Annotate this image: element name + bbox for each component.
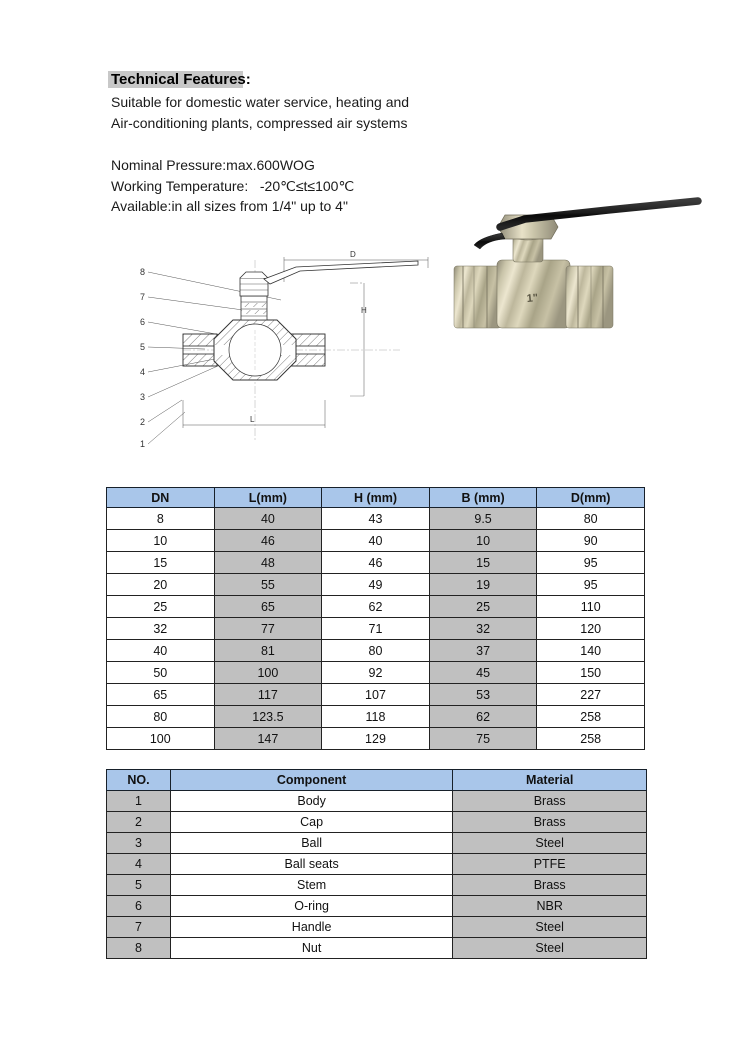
svg-text:1": 1"	[526, 292, 538, 305]
